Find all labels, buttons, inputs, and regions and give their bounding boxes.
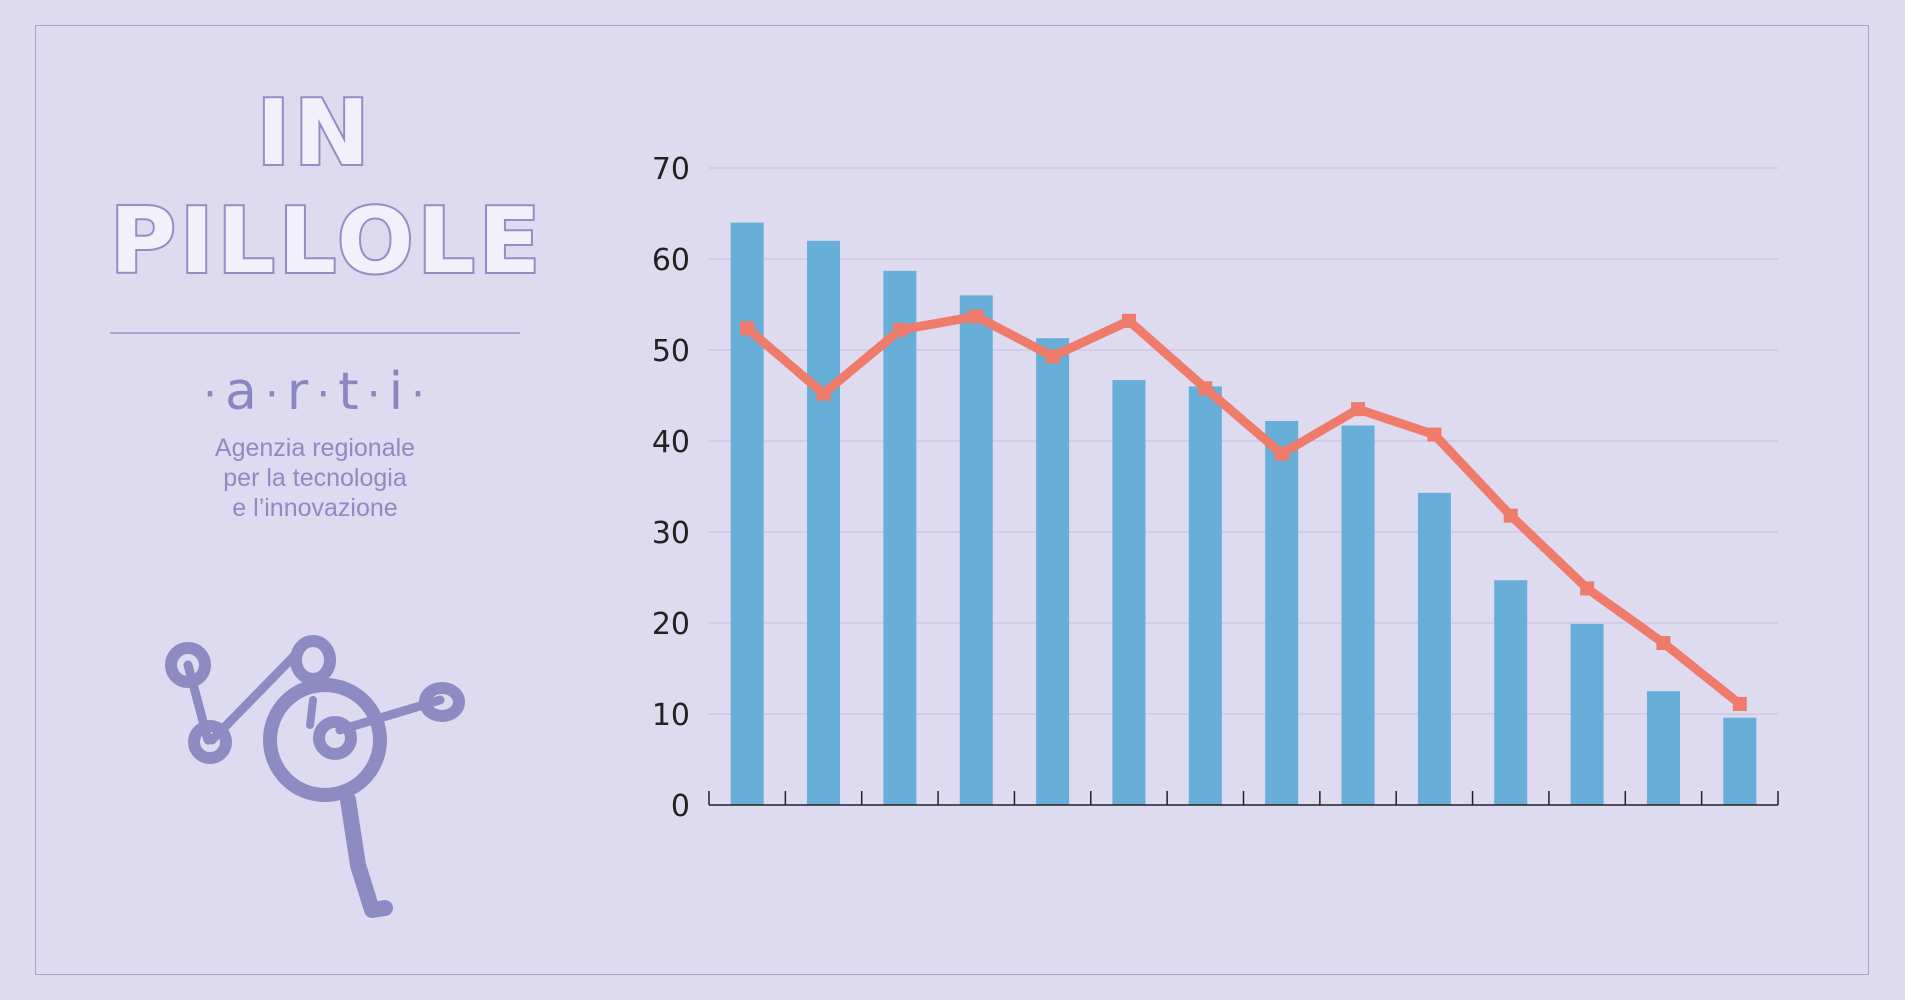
line-point xyxy=(1045,349,1060,364)
bar xyxy=(1646,691,1680,805)
brand-sub-line: e l’innovazione xyxy=(232,493,398,522)
brand-letter: r xyxy=(286,361,311,422)
line-point xyxy=(969,309,984,324)
bar xyxy=(807,240,841,806)
bar xyxy=(1112,380,1146,805)
bar xyxy=(1036,338,1070,805)
molecule-logo-icon xyxy=(165,635,465,918)
brand-subtitle: Agenzia regionale per la tecnologia e l’… xyxy=(110,433,520,523)
title-line-2: PILLOLE xyxy=(108,187,545,296)
divider xyxy=(110,332,520,334)
bar xyxy=(1265,420,1299,805)
series-line xyxy=(744,311,1743,708)
bar xyxy=(1570,623,1604,805)
line-point xyxy=(1274,446,1289,461)
line-point xyxy=(1351,402,1366,417)
line-point xyxy=(892,322,907,337)
brand-letter: t xyxy=(338,361,361,422)
line-point xyxy=(1656,636,1671,651)
line-point xyxy=(740,321,755,336)
y-tick-label: 20 xyxy=(652,607,690,642)
y-tick-label: 40 xyxy=(652,425,690,460)
line-point xyxy=(1198,381,1213,396)
brand-sub-line: per la tecnologia xyxy=(223,463,407,492)
line-point xyxy=(1732,696,1747,711)
title-line-1: IN xyxy=(255,79,374,188)
y-tick-label: 70 xyxy=(652,152,690,187)
content-frame xyxy=(35,25,1869,975)
brand-wordmark: · a · r · t · i · xyxy=(202,361,428,422)
line-point xyxy=(1427,427,1442,442)
bar xyxy=(1417,492,1451,805)
bar xyxy=(959,295,993,805)
line-point xyxy=(1503,508,1518,523)
side-panel: IN PILLOLE · a · r · t · i · Agenzia regionale p… xyxy=(108,79,545,523)
line-point xyxy=(816,386,831,401)
bar xyxy=(883,270,917,806)
line-point xyxy=(1121,313,1136,328)
bar xyxy=(1188,386,1222,805)
y-tick-label: 30 xyxy=(652,516,690,551)
bar xyxy=(730,222,764,806)
y-tick-label: 60 xyxy=(652,243,690,278)
y-tick-label: 10 xyxy=(652,698,690,733)
line-point xyxy=(1580,581,1595,596)
brand-letter: a xyxy=(224,361,259,422)
bar xyxy=(1723,717,1757,805)
y-tick-label: 50 xyxy=(652,334,690,369)
y-tick-label: 0 xyxy=(671,789,690,824)
brand-letter: i xyxy=(388,361,406,422)
bar xyxy=(1341,425,1375,805)
brand-sub-line: Agenzia regionale xyxy=(214,433,416,462)
bar xyxy=(1494,580,1528,805)
